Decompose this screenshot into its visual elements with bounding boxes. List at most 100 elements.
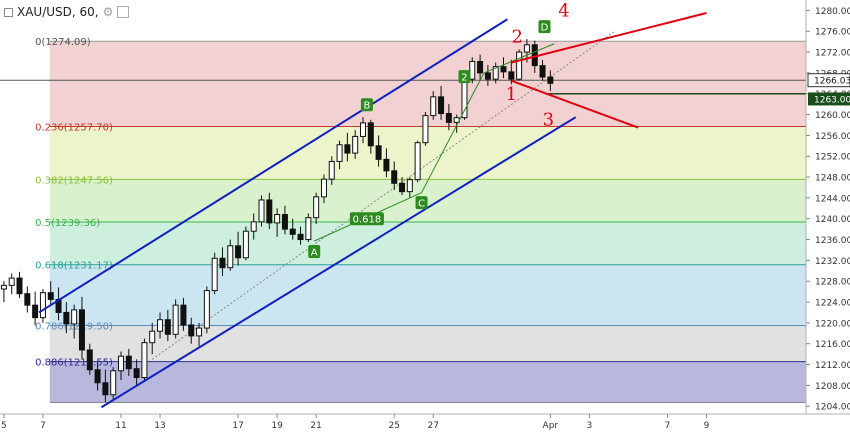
- fib-level-label: 0.618(1231.17): [35, 261, 113, 272]
- candle-body: [438, 96, 445, 115]
- time-tick-label: 3: [587, 421, 593, 431]
- price-tick-label: 1256.00: [815, 132, 850, 142]
- time-tick-label: 21: [310, 421, 321, 431]
- candle-body: [344, 144, 351, 154]
- time-tick-label: 17: [232, 421, 243, 431]
- candle-body: [352, 135, 359, 154]
- crosshair-price-label: 1263.00: [814, 95, 850, 105]
- candle-body: [461, 78, 468, 119]
- fib-level-label: 0.236(1257.70): [35, 123, 113, 134]
- price-tick-label: 1260.00: [815, 111, 850, 121]
- price-tick-label: 1248.00: [815, 174, 850, 184]
- collapse-toggle-icon[interactable]: [4, 7, 13, 17]
- candle-body: [86, 349, 93, 371]
- time-tick-label: 11: [115, 421, 126, 431]
- candle-body: [172, 304, 179, 335]
- price-axis-bg: [806, 0, 850, 432]
- candle-body: [203, 290, 210, 329]
- fib-zone: [49, 41, 806, 127]
- time-tick-label: 25: [388, 421, 399, 431]
- wave-label-box: [308, 245, 321, 259]
- fib-zone: [49, 361, 806, 403]
- time-tick-label: 5: [1, 421, 7, 431]
- candle-body: [500, 66, 507, 73]
- candle-body: [188, 324, 195, 337]
- candle-body: [274, 214, 281, 224]
- candle-body: [305, 217, 312, 241]
- wave-number: 3: [543, 110, 554, 131]
- wave-label-box: [458, 70, 471, 84]
- candle-body: [219, 257, 226, 269]
- current-price-label: 1266.03: [814, 77, 850, 87]
- gear-icon[interactable]: ⚙: [102, 5, 114, 19]
- candle-body: [227, 245, 234, 269]
- wave-number: 1: [506, 84, 517, 105]
- time-tick-label: 7: [40, 421, 46, 431]
- wave-label: B: [363, 101, 370, 112]
- candle-body: [149, 330, 156, 344]
- candle-body: [477, 60, 484, 74]
- candle-body: [367, 122, 374, 147]
- candle-body: [383, 158, 390, 172]
- candle-body: [313, 196, 320, 219]
- price-tick-label: 1276.00: [815, 28, 850, 38]
- fib-zone: [49, 222, 806, 265]
- fib-level-label: 0.5(1239.36): [35, 218, 100, 229]
- price-tick-label: 1280.00: [815, 7, 850, 17]
- maximize-icon[interactable]: [117, 6, 130, 18]
- candle-body: [125, 355, 132, 370]
- candle-body: [8, 277, 15, 286]
- price-tick-label: 1232.00: [815, 257, 850, 267]
- candle-body: [414, 142, 421, 181]
- candle-body: [102, 382, 109, 396]
- candle-body: [359, 122, 366, 137]
- candle-body: [399, 182, 406, 193]
- candle-body: [250, 221, 257, 232]
- candle-body: [196, 327, 203, 337]
- candle-body: [141, 342, 148, 379]
- wave-label-box: [538, 20, 551, 34]
- candle-body: [492, 66, 499, 80]
- symbol-header: XAU/USD, 60, ⚙: [0, 0, 134, 24]
- time-axis-bg: [0, 414, 850, 432]
- candle-body: [110, 370, 117, 396]
- wave-label-box: [360, 98, 373, 112]
- candle-body: [32, 304, 39, 319]
- wave-label: C: [418, 199, 425, 210]
- wedge-line-top: [511, 12, 707, 64]
- crosshair-price-tag: [808, 92, 850, 106]
- fib-zone: [49, 179, 806, 223]
- candle-body: [406, 179, 413, 193]
- candle-body: [78, 309, 85, 351]
- price-tick-label: 1212.00: [815, 361, 850, 371]
- price-tick-label: 1244.00: [815, 194, 850, 204]
- candle-body: [281, 214, 288, 230]
- price-tick-label: 1220.00: [815, 319, 850, 329]
- midline: [151, 30, 616, 360]
- candle-body: [211, 257, 218, 292]
- candle-body: [180, 304, 187, 326]
- candle-body: [289, 228, 296, 235]
- candle-body: [242, 230, 249, 259]
- candle-body: [547, 76, 554, 84]
- wave-label: 2: [461, 73, 467, 84]
- symbol-label[interactable]: XAU/USD, 60,: [17, 5, 99, 19]
- candle-body: [328, 160, 335, 180]
- time-tick-label: 13: [154, 421, 165, 431]
- candle-body: [24, 293, 31, 306]
- candle-body: [258, 199, 265, 223]
- candle-body: [391, 170, 398, 184]
- fib-zone: [49, 325, 806, 362]
- candle-body: [375, 145, 382, 160]
- candle-body: [71, 309, 78, 325]
- candle-body: [133, 368, 140, 379]
- time-tick-label: 7: [665, 421, 671, 431]
- fib-level-label: 0(1274.09): [35, 37, 91, 48]
- fib-level-label: 0.886(1212.55): [35, 358, 113, 369]
- candle-body: [0, 284, 7, 290]
- time-tick-label: 27: [428, 421, 439, 431]
- current-price-tag: [807, 73, 850, 88]
- price-tick-label: 1240.00: [815, 215, 850, 225]
